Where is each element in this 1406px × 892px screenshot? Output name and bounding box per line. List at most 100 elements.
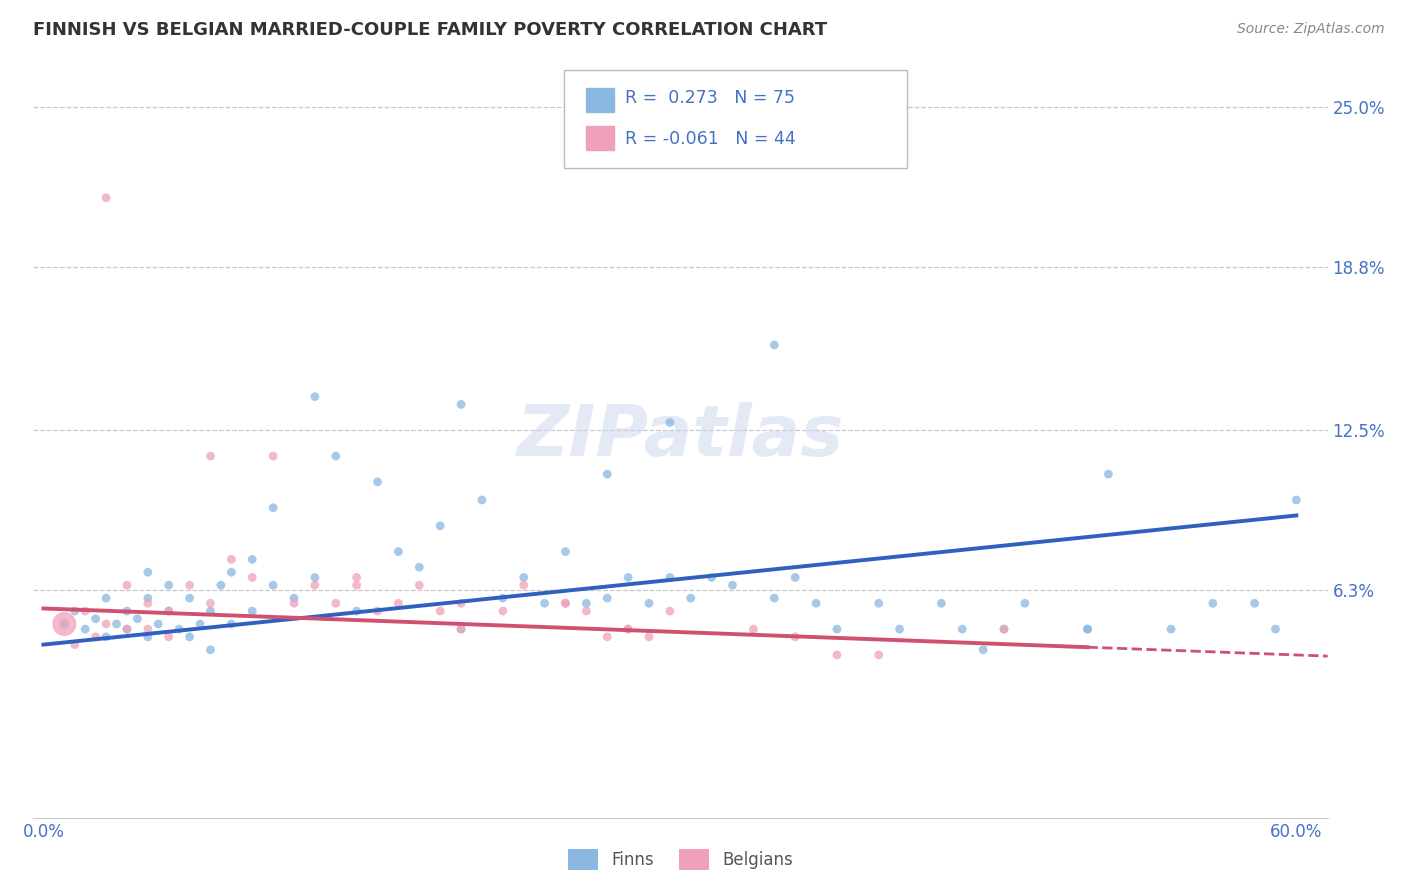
Point xyxy=(304,570,326,584)
Point xyxy=(638,630,661,644)
Point xyxy=(554,544,576,558)
Point xyxy=(825,622,848,636)
Point xyxy=(53,616,76,631)
Point xyxy=(115,622,138,636)
Point xyxy=(785,570,807,584)
Point xyxy=(75,604,97,618)
Point xyxy=(94,616,117,631)
Point xyxy=(136,630,159,644)
Point xyxy=(63,638,86,652)
Point xyxy=(950,622,973,636)
FancyBboxPatch shape xyxy=(564,70,907,168)
Point xyxy=(262,500,284,515)
Point xyxy=(325,596,347,610)
Point xyxy=(179,630,201,644)
Point xyxy=(179,591,201,606)
Point xyxy=(450,397,472,411)
Point xyxy=(221,566,243,580)
Bar xyxy=(586,126,614,150)
Point xyxy=(346,570,368,584)
Point xyxy=(1076,622,1098,636)
Point xyxy=(157,604,180,618)
Point xyxy=(105,616,128,631)
Point xyxy=(450,596,472,610)
Point xyxy=(554,596,576,610)
Point xyxy=(993,622,1015,636)
Point xyxy=(658,604,681,618)
Point xyxy=(200,449,222,463)
Point xyxy=(94,591,117,606)
Point xyxy=(658,570,681,584)
Point xyxy=(262,449,284,463)
Point xyxy=(167,622,190,636)
Point xyxy=(127,612,149,626)
Point xyxy=(262,578,284,592)
Point xyxy=(53,616,76,631)
Point xyxy=(596,467,619,482)
Point xyxy=(346,604,368,618)
Point xyxy=(136,622,159,636)
Point xyxy=(157,630,180,644)
Point xyxy=(136,591,159,606)
Point xyxy=(868,648,890,662)
Point xyxy=(387,596,409,610)
Point xyxy=(1160,622,1182,636)
Point xyxy=(617,622,640,636)
Point xyxy=(325,449,347,463)
Point xyxy=(804,596,827,610)
Point xyxy=(596,591,619,606)
Point xyxy=(304,390,326,404)
Point xyxy=(367,475,389,489)
Point xyxy=(209,578,232,592)
Point xyxy=(1014,596,1036,610)
Point xyxy=(450,622,472,636)
Point xyxy=(1243,596,1265,610)
Bar xyxy=(586,87,614,112)
Point xyxy=(700,570,723,584)
Point xyxy=(367,604,389,618)
Point xyxy=(221,552,243,566)
Point xyxy=(387,544,409,558)
Point xyxy=(429,604,451,618)
Point xyxy=(1285,492,1308,507)
Point xyxy=(240,552,263,566)
Point xyxy=(617,570,640,584)
Point xyxy=(84,612,107,626)
Point xyxy=(200,604,222,618)
Point xyxy=(679,591,702,606)
Point xyxy=(63,604,86,618)
Text: FINNISH VS BELGIAN MARRIED-COUPLE FAMILY POVERTY CORRELATION CHART: FINNISH VS BELGIAN MARRIED-COUPLE FAMILY… xyxy=(32,21,827,39)
Point xyxy=(84,630,107,644)
Point xyxy=(408,560,430,574)
Point xyxy=(763,338,786,352)
Point xyxy=(148,616,170,631)
Point xyxy=(115,604,138,618)
Point xyxy=(221,616,243,631)
Point xyxy=(200,642,222,657)
Point xyxy=(742,622,765,636)
Point xyxy=(136,596,159,610)
Text: R =  0.273   N = 75: R = 0.273 N = 75 xyxy=(624,88,794,106)
Point xyxy=(492,604,515,618)
Point xyxy=(179,578,201,592)
Point xyxy=(136,566,159,580)
Point xyxy=(596,630,619,644)
Legend: Finns, Belgians: Finns, Belgians xyxy=(560,841,801,878)
Point xyxy=(471,492,494,507)
Point xyxy=(283,591,305,606)
Point xyxy=(429,518,451,533)
Text: R = -0.061   N = 44: R = -0.061 N = 44 xyxy=(624,129,796,148)
Point xyxy=(658,416,681,430)
Text: ZIPatlas: ZIPatlas xyxy=(516,402,844,471)
Point xyxy=(94,191,117,205)
Point xyxy=(575,604,598,618)
Point xyxy=(868,596,890,610)
Point xyxy=(533,596,555,610)
Point xyxy=(785,630,807,644)
Point xyxy=(1264,622,1286,636)
Point xyxy=(512,570,534,584)
Point xyxy=(931,596,953,610)
Point xyxy=(889,622,911,636)
Point xyxy=(512,578,534,592)
Point xyxy=(240,604,263,618)
